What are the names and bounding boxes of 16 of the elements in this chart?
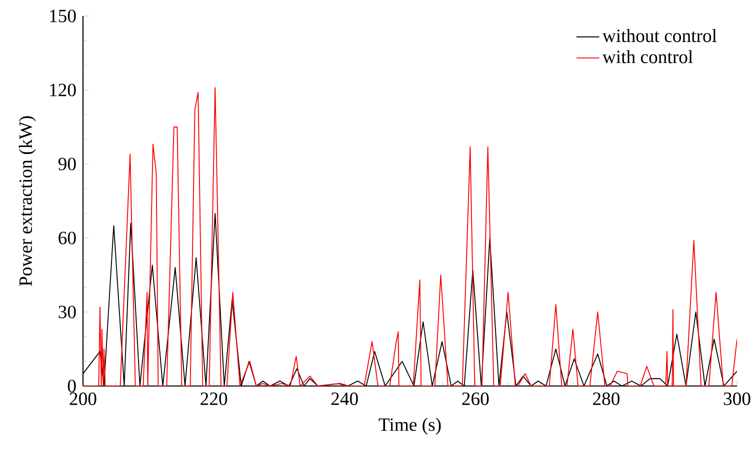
x-tick-label: 280 (593, 392, 620, 406)
y-tick-label: 120 (50, 84, 76, 96)
legend-label: with control (602, 50, 693, 64)
y-tick-label: 60 (58, 232, 76, 244)
y-tick-label: 30 (58, 306, 76, 318)
x-tick-label: 200 (70, 392, 96, 406)
x-tick-label: 220 (200, 392, 228, 406)
x-tick-label: 240 (331, 392, 358, 406)
x-tick-label: 300 (724, 392, 750, 406)
legend-label: without control (602, 28, 717, 42)
x-tick-label: 260 (462, 392, 489, 406)
x-axis-title: Time (s) (378, 418, 441, 435)
y-tick-label: 150 (50, 10, 76, 22)
y-tick-label: 90 (58, 158, 76, 170)
y-axis-title: Power extraction (kW) (18, 116, 36, 286)
y-tick-label: 0 (68, 380, 76, 392)
